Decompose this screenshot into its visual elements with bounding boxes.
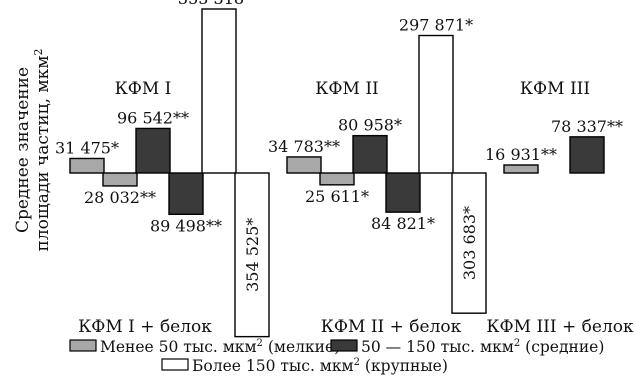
bar-g1-2 xyxy=(102,172,138,187)
bar-g3-1 xyxy=(503,164,539,174)
group-title-3: КФМ III xyxy=(520,79,590,99)
bar-g2-3 xyxy=(352,134,388,174)
bar-g2-5 xyxy=(418,34,454,174)
bar-g1-6 xyxy=(234,172,270,338)
legend-label-small: Менее 50 тыс. мкм2 (мелкие) xyxy=(100,338,340,356)
bar-g2-4 xyxy=(385,172,421,213)
value-label-g2-5: 297 871* xyxy=(399,16,473,35)
bar-g2-2 xyxy=(319,172,355,186)
y-axis-label-line2: площади частиц, мкм2 xyxy=(32,49,53,252)
value-label-g2-3: 80 958* xyxy=(338,116,402,135)
value-label-g1-3: 96 542** xyxy=(117,108,189,127)
bottom-label-1: КФМ I + белок xyxy=(78,317,212,337)
legend-swatch-large xyxy=(161,358,189,371)
bar-g1-4 xyxy=(168,172,204,216)
value-labels-layer: 31 475* 28 032** 96 542** 89 498** 355 318**… xyxy=(55,0,623,292)
legend: Менее 50 тыс. мкм2 (мелкие) 50 — 150 тыс… xyxy=(69,338,604,375)
group-title-2: КФМ II xyxy=(315,79,379,99)
value-label-g2-2: 25 611* xyxy=(305,187,369,206)
value-label-g2-1: 34 783** xyxy=(268,137,340,156)
value-label-g2-6: 303 683* xyxy=(460,206,479,280)
bar-g3-2 xyxy=(569,136,605,174)
value-label-g3-1: 16 931** xyxy=(485,145,557,164)
value-label-g1-4: 89 498** xyxy=(150,216,222,235)
value-label-g1-1: 31 475* xyxy=(55,138,119,157)
value-label-g2-4: 84 821* xyxy=(371,214,435,233)
legend-label-large: Более 150 тыс. мкм2 (крупные) xyxy=(192,357,448,375)
legend-swatch-small xyxy=(69,339,97,352)
bars-layer xyxy=(69,8,605,338)
bar-g1-1 xyxy=(69,157,105,174)
bar-g2-1 xyxy=(286,156,322,174)
y-axis-label: Среднее значение площади частиц, мкм2 xyxy=(13,49,53,252)
legend-swatch-medium xyxy=(330,339,358,352)
legend-label-medium: 50 — 150 тыс. мкм2 (средние) xyxy=(361,338,604,356)
value-label-g1-2: 28 032** xyxy=(84,188,156,207)
group-title-1: КФМ I xyxy=(115,79,172,99)
y-axis-label-line1: Среднее значение xyxy=(13,67,33,233)
value-label-g1-6: 354 525* xyxy=(243,218,262,292)
bottom-label-2: КФМ II + белок xyxy=(321,317,462,337)
value-label-g3-2: 78 337** xyxy=(551,117,623,136)
value-label-g1-5: 355 318** xyxy=(178,0,260,8)
bar-g1-5 xyxy=(201,8,237,174)
bar-g2-6 xyxy=(451,172,487,314)
bottom-label-3: КФМ III + белок xyxy=(486,317,634,337)
bar-g1-3 xyxy=(135,127,171,174)
